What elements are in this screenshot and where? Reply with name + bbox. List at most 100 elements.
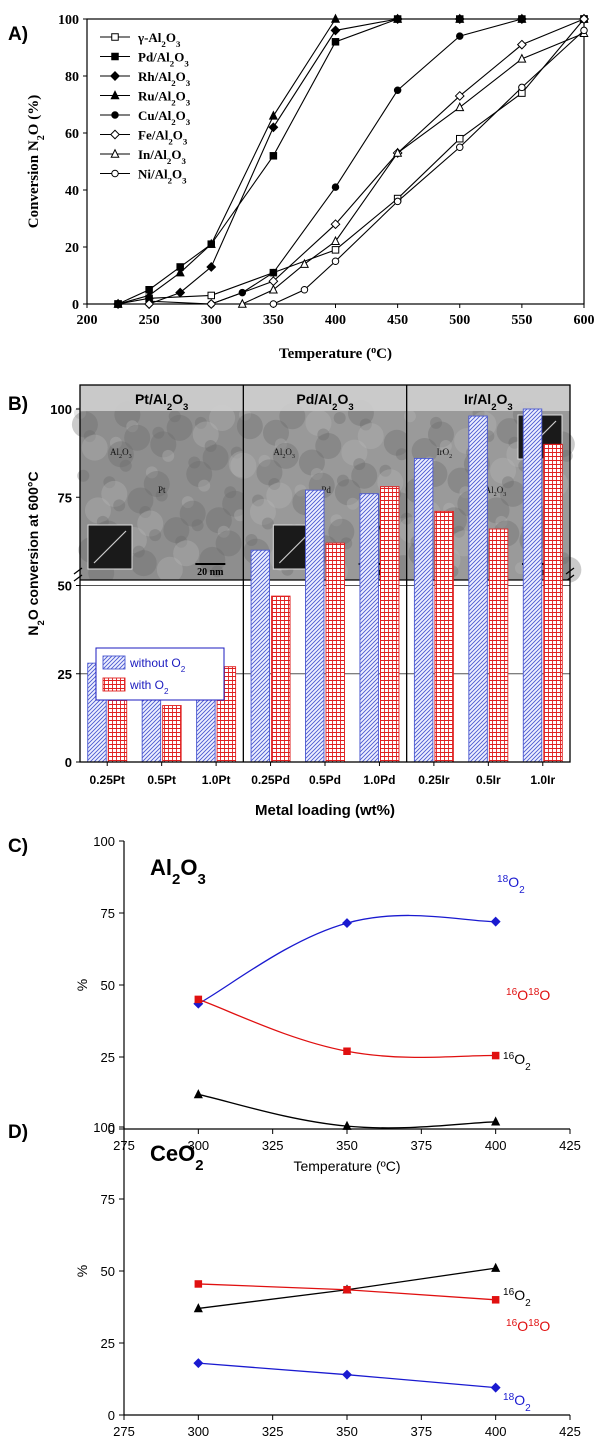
tem-texture [137, 510, 164, 537]
bar-without-o2 [250, 549, 271, 763]
y-tick-label: 0 [65, 755, 72, 770]
tem-texture [155, 489, 168, 502]
subscript: 2 [168, 137, 173, 147]
y-tick-label: 25 [101, 1336, 115, 1351]
chart-title: CeO2 [150, 1141, 204, 1174]
superscript: 18 [503, 1392, 515, 1403]
x-tick-label: 550 [511, 313, 532, 328]
subscript: 2 [36, 620, 47, 625]
tem-texture [315, 433, 342, 459]
tem-texture [186, 461, 213, 488]
subscript: 3 [184, 59, 189, 69]
series-18O2: 18O2 [193, 874, 525, 1009]
x-tick-label: 1.0Pt [202, 773, 231, 787]
subscript: 3 [503, 492, 506, 498]
text-span: Ir/Al [464, 391, 491, 407]
superscript: 16 [506, 987, 518, 998]
data-point [175, 287, 186, 298]
subscript: 3 [176, 39, 181, 49]
legend-label: without O2 [129, 656, 186, 674]
data-point [113, 298, 123, 308]
text-span: O [172, 167, 182, 182]
tem-title-band [243, 385, 407, 411]
tem-texture [83, 430, 96, 443]
tem-texture [81, 434, 108, 461]
data-point [393, 13, 403, 23]
series-Ni/Al2O3 [269, 26, 588, 308]
bar-without-o2 [305, 489, 325, 763]
tem-texture [495, 515, 508, 528]
subscript: 2 [449, 454, 452, 460]
superscript: 16 [503, 1051, 515, 1062]
tem-texture [156, 556, 183, 583]
text-span: Pt/Al [135, 391, 167, 407]
x-axis-title: Metal loading (wt%) [255, 802, 395, 819]
tem-texture [71, 411, 98, 438]
x-tick-label: 400 [485, 1424, 507, 1439]
subscript: 2 [332, 402, 337, 413]
bar-with-o2 [543, 443, 563, 763]
subscript: 2 [171, 117, 176, 127]
y-axis-title: % [74, 979, 90, 991]
subscript: 3 [183, 402, 188, 413]
legend-swatch [102, 655, 126, 670]
text-span: O [122, 447, 129, 457]
text-span: O [514, 1287, 525, 1303]
y-tick-label: 80 [65, 70, 79, 85]
series-16O18O: 16O18O [194, 987, 550, 1060]
tem-image-Pd/Al2O3: Pd/Al2O3Al2O3PdPdO20 nm [230, 385, 417, 585]
x-tick-label: 1.0Ir [530, 773, 555, 787]
tem-texture [336, 474, 349, 487]
tem-texture [149, 529, 162, 542]
sample-title: Pt/Al2O3 [135, 391, 188, 413]
legend-label: with O2 [129, 678, 169, 696]
data-point [518, 15, 526, 23]
legend-label: In/Al2O3 [138, 147, 186, 166]
text-span: Al [110, 447, 119, 457]
text-span: IrO [437, 447, 450, 457]
text-span: O (%) [26, 95, 42, 135]
legend-label: Fe/Al2O3 [138, 128, 188, 147]
text-span: O [508, 874, 519, 890]
x-tick-label: 400 [485, 1138, 507, 1153]
y-tick-label: 25 [58, 667, 72, 682]
x-tick-label: 300 [187, 1424, 209, 1439]
panel-d-chart: D) 0 25 50 75 100 275 300 325 350 375 400 425 Tempera… [8, 1120, 581, 1439]
tem-texture [168, 410, 181, 423]
text-span: O [517, 1318, 528, 1334]
subscript: 2 [161, 39, 166, 49]
tem-texture [305, 409, 332, 436]
subscript: 2 [172, 871, 180, 888]
x-tick-label: 0.25Ir [418, 773, 450, 787]
bar-with-o2 [325, 542, 345, 763]
tem-texture [222, 490, 249, 517]
data-point [268, 284, 278, 294]
text-span: without O [129, 656, 181, 670]
series-line [198, 914, 496, 1005]
text-span: O [497, 391, 508, 407]
data-point [456, 32, 464, 40]
tem-texture [209, 404, 236, 431]
panel-label: B) [8, 394, 28, 415]
axis-break-left [73, 567, 83, 582]
legend-label: Rh/Al2O3 [138, 69, 191, 88]
legend-marker [111, 169, 119, 178]
data-point [331, 246, 340, 254]
bar-without-o2 [468, 415, 488, 763]
subscript: 2 [164, 687, 169, 696]
text-span: Temperature ( [279, 346, 371, 362]
particle-label: IrO2 [437, 447, 453, 460]
tem-texture [272, 442, 299, 469]
x-tick-label: 1.0Pd [363, 773, 395, 787]
tem-texture [188, 456, 201, 469]
tem-texture [173, 540, 200, 567]
superscript: 18 [528, 1318, 540, 1329]
legend-marker [110, 148, 120, 158]
tem-texture [351, 462, 378, 489]
data-point [343, 1047, 351, 1055]
tem-texture [261, 517, 274, 530]
tem-texture [501, 476, 514, 489]
tem-texture [179, 500, 206, 527]
text-span: O [539, 1318, 550, 1334]
